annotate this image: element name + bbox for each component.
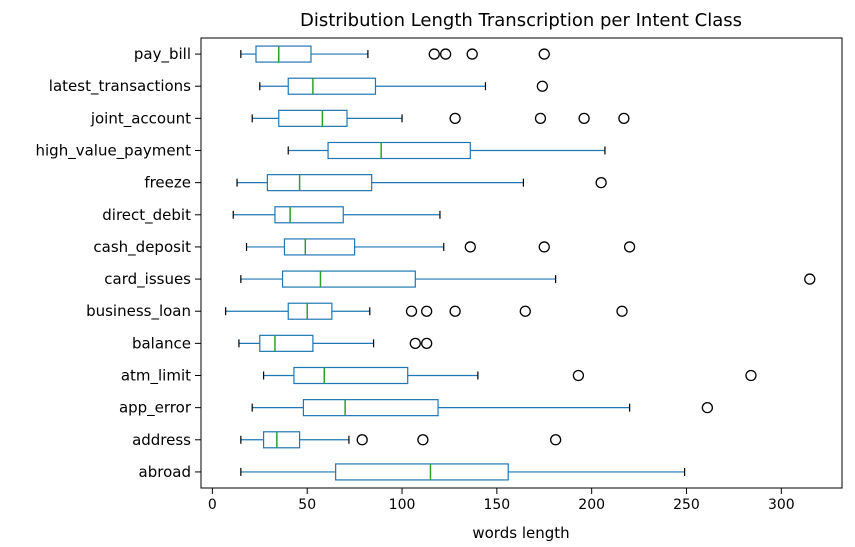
box-latest_transactions: latest_transactions — [49, 77, 549, 96]
y-tick-label: high_value_payment — [36, 142, 192, 161]
outlier-point — [428, 48, 440, 60]
x-axis-label: words length — [472, 524, 569, 542]
outlier-point — [534, 112, 547, 125]
box-atm_limit: atm_limit — [121, 366, 757, 386]
outlier-point — [449, 305, 461, 317]
outlier-point — [439, 48, 452, 60]
outlier-point — [595, 176, 607, 189]
y-tick-label: joint_account — [90, 109, 191, 128]
y-tick-label: app_error — [119, 399, 192, 418]
box-address: address — [132, 431, 562, 449]
y-tick-label: pay_bill — [134, 45, 191, 64]
y-tick-label: balance — [132, 334, 191, 352]
iqr-box — [262, 431, 301, 449]
outlier-point — [409, 337, 421, 350]
y-tick-label: direct_debit — [102, 206, 191, 225]
outlier-point — [618, 112, 630, 125]
box-freeze: freeze — [144, 174, 607, 192]
iqr-box — [266, 174, 373, 192]
outlier-point — [745, 369, 757, 382]
box-balance: balance — [132, 334, 433, 352]
iqr-box — [293, 366, 409, 385]
outlier-point — [616, 305, 628, 317]
outlier-point — [421, 337, 433, 350]
box-app_error: app_error — [119, 399, 714, 418]
outlier-point — [538, 48, 550, 60]
outlier-point — [519, 305, 531, 317]
x-tick-label: 50 — [298, 497, 316, 513]
iqr-box — [335, 463, 509, 481]
iqr-box — [287, 302, 333, 320]
iqr-box — [283, 238, 356, 256]
x-tick-label: 200 — [578, 497, 605, 513]
axes-frame — [200, 37, 843, 489]
x-tick-label: 0 — [208, 497, 217, 513]
x-tick-label: 300 — [768, 497, 795, 513]
box-business_loan: business_loan — [86, 302, 628, 321]
outlier-point — [464, 241, 476, 253]
box-pay_bill: pay_bill — [134, 45, 550, 64]
iqr-box — [281, 270, 416, 288]
x-tick-label: 250 — [673, 497, 700, 513]
box-abroad: abroad — [139, 463, 686, 481]
outlier-point — [417, 434, 429, 446]
iqr-box — [287, 77, 377, 95]
y-tick-label: abroad — [139, 463, 191, 481]
outlier-point — [449, 112, 461, 125]
y-tick-label: atm_limit — [121, 367, 191, 386]
y-tick-label: card_issues — [104, 270, 191, 289]
x-tick-label: 100 — [389, 497, 416, 513]
y-tick-label: cash_deposit — [93, 238, 191, 257]
chart-title: Distribution Length Transcription per In… — [300, 10, 742, 31]
outlier-point — [538, 241, 550, 253]
box-card_issues: card_issues — [104, 270, 816, 289]
box-direct_debit: direct_debit — [102, 206, 441, 225]
y-tick-label: latest_transactions — [49, 77, 191, 96]
outlier-point — [578, 112, 590, 125]
plot-area: 0 50 100 150 200 250 300 pay_bill latest_transac… — [36, 37, 843, 513]
box-cash_deposit: cash_deposit — [93, 238, 636, 257]
y-tick-label: address — [132, 431, 191, 449]
y-tick-label: freeze — [144, 174, 191, 192]
x-tick-label: 150 — [483, 497, 510, 513]
iqr-box — [274, 206, 344, 224]
outlier-point — [356, 434, 368, 446]
box-joint_account: joint_account — [90, 109, 630, 128]
outlier-point — [804, 273, 816, 285]
iqr-box — [302, 399, 439, 417]
outlier-point — [405, 305, 418, 317]
iqr-box — [327, 141, 471, 160]
iqr-box — [278, 109, 348, 127]
outlier-point — [701, 401, 714, 414]
outlier-point — [421, 305, 433, 317]
outlier-point — [572, 369, 585, 382]
y-tick-label: business_loan — [86, 302, 191, 321]
box-high_value_payment: high_value_payment — [36, 141, 606, 161]
iqr-box — [255, 45, 312, 63]
outlier-point — [623, 241, 636, 253]
outlier-point — [466, 48, 478, 60]
outlier-point — [549, 434, 562, 446]
outlier-point — [536, 80, 549, 92]
iqr-box — [259, 334, 314, 352]
